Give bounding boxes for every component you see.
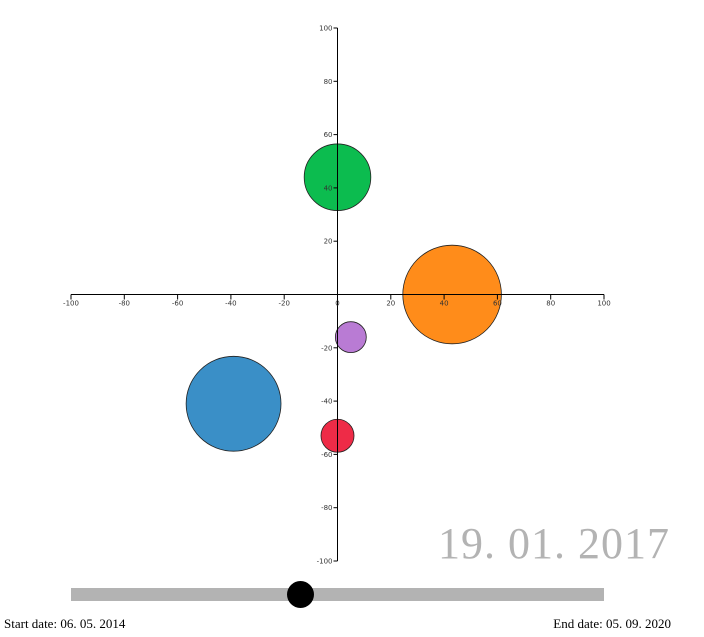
y-tick-label: 40 (324, 184, 333, 192)
axes: -100 -80 -60 -40 -20 0 20 40 60 80 100 100 80 60 40 20 -… (63, 25, 611, 566)
y-tick-label: 60 (324, 131, 333, 139)
x-tick-label: 100 (597, 300, 610, 308)
x-tick-label: -20 (278, 300, 289, 308)
y-tick-label: 100 (319, 25, 332, 33)
x-tick-label: 20 (386, 300, 395, 308)
y-tick-label: -20 (321, 344, 332, 352)
x-tick-label: -40 (225, 300, 236, 308)
x-tick-label: -80 (119, 300, 130, 308)
timeline-slider-handle[interactable] (286, 581, 314, 608)
bubble-3[interactable] (185, 355, 282, 452)
x-tick-label: 40 (440, 300, 449, 308)
end-date-label: End date: 05. 09. 2020 (553, 616, 671, 631)
y-tick-label: -40 (321, 398, 332, 406)
y-tick-label: 20 (324, 238, 333, 246)
current-date-display: 19. 01. 2017 (438, 519, 670, 568)
y-tick-label: 80 (324, 78, 333, 86)
y-tick-label: -100 (317, 558, 333, 566)
y-tick-label: -60 (321, 451, 332, 459)
start-date-label: Start date: 06. 05. 2014 (4, 616, 126, 631)
y-tick-label: -80 (321, 504, 332, 512)
x-tick-label: -100 (63, 300, 79, 308)
x-tick-label: 80 (546, 300, 555, 308)
x-tick-label: 60 (493, 300, 502, 308)
bubble-layer (185, 143, 502, 453)
x-tick-label: -60 (172, 300, 183, 308)
bubble-2[interactable] (334, 321, 367, 353)
bubble-chart: -100 -80 -60 -40 -20 0 20 40 60 80 100 100 80 60 40 20 -… (63, 25, 611, 566)
x-tick-label: 0 (335, 300, 339, 308)
timeline-slider-track[interactable] (71, 588, 604, 601)
